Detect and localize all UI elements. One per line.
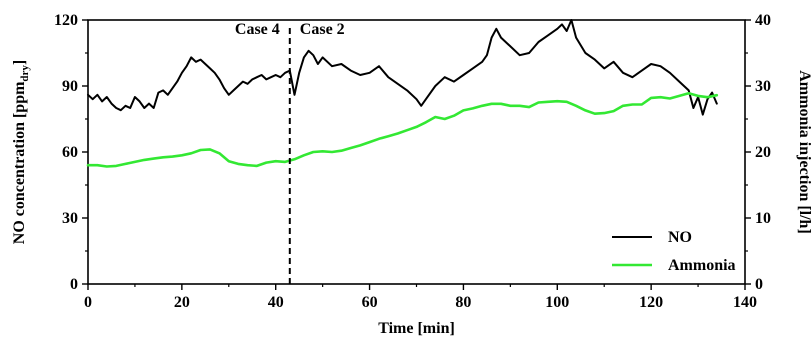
y-left-title-main: NO concentration [ppm <box>11 81 28 244</box>
x-tick-label: 120 <box>639 294 663 311</box>
x-tick-label: 100 <box>545 294 569 311</box>
y-right-axis-title: Ammonia injection [l/h] <box>796 70 811 234</box>
x-axis-title: Time [min] <box>378 320 455 337</box>
y-right-tick-label: 40 <box>755 12 771 29</box>
y-left-tick-label: 90 <box>62 78 78 95</box>
y-left-tick-label: 0 <box>70 276 78 293</box>
legend-label-no: NO <box>668 229 692 246</box>
legend: NO Ammonia <box>612 229 736 274</box>
y-right-tick-label: 30 <box>755 78 771 95</box>
plot-frame <box>87 19 746 285</box>
y-left-tick-label: 30 <box>62 210 78 227</box>
x-tick-label: 0 <box>84 294 92 311</box>
series-line-ammonia <box>86 92 719 168</box>
plot-area <box>87 19 746 285</box>
annotation-case-left: Case 4 <box>235 21 280 38</box>
y-right-tick-label: 20 <box>755 144 771 161</box>
x-tick-label: 40 <box>268 294 284 311</box>
y-left-tick-label: 120 <box>54 12 78 29</box>
y-left-tick-label: 60 <box>62 144 78 161</box>
y-right-tick-label: 10 <box>755 210 771 227</box>
y-left-title-suffix: ] <box>11 60 28 65</box>
x-tick-label: 20 <box>174 294 190 311</box>
x-tick-label: 60 <box>362 294 378 311</box>
y-left-axis-title: NO concentration [ppmdry] <box>11 60 31 244</box>
series-layer <box>86 19 719 168</box>
x-tick-label: 80 <box>455 294 471 311</box>
x-tick-label: 140 <box>733 294 757 311</box>
y-right-tick-label: 0 <box>755 276 763 293</box>
annotation-case-right: Case 2 <box>300 21 345 38</box>
legend-label-ammonia: Ammonia <box>668 257 736 274</box>
series-line-no <box>87 19 718 116</box>
axes: 0 20 40 60 80 100 120 1400306090120010203040Tim… <box>11 12 811 337</box>
y-left-title-subscript: dry <box>19 65 31 82</box>
annotation-layer: Case 4 Case 2 <box>235 21 345 284</box>
